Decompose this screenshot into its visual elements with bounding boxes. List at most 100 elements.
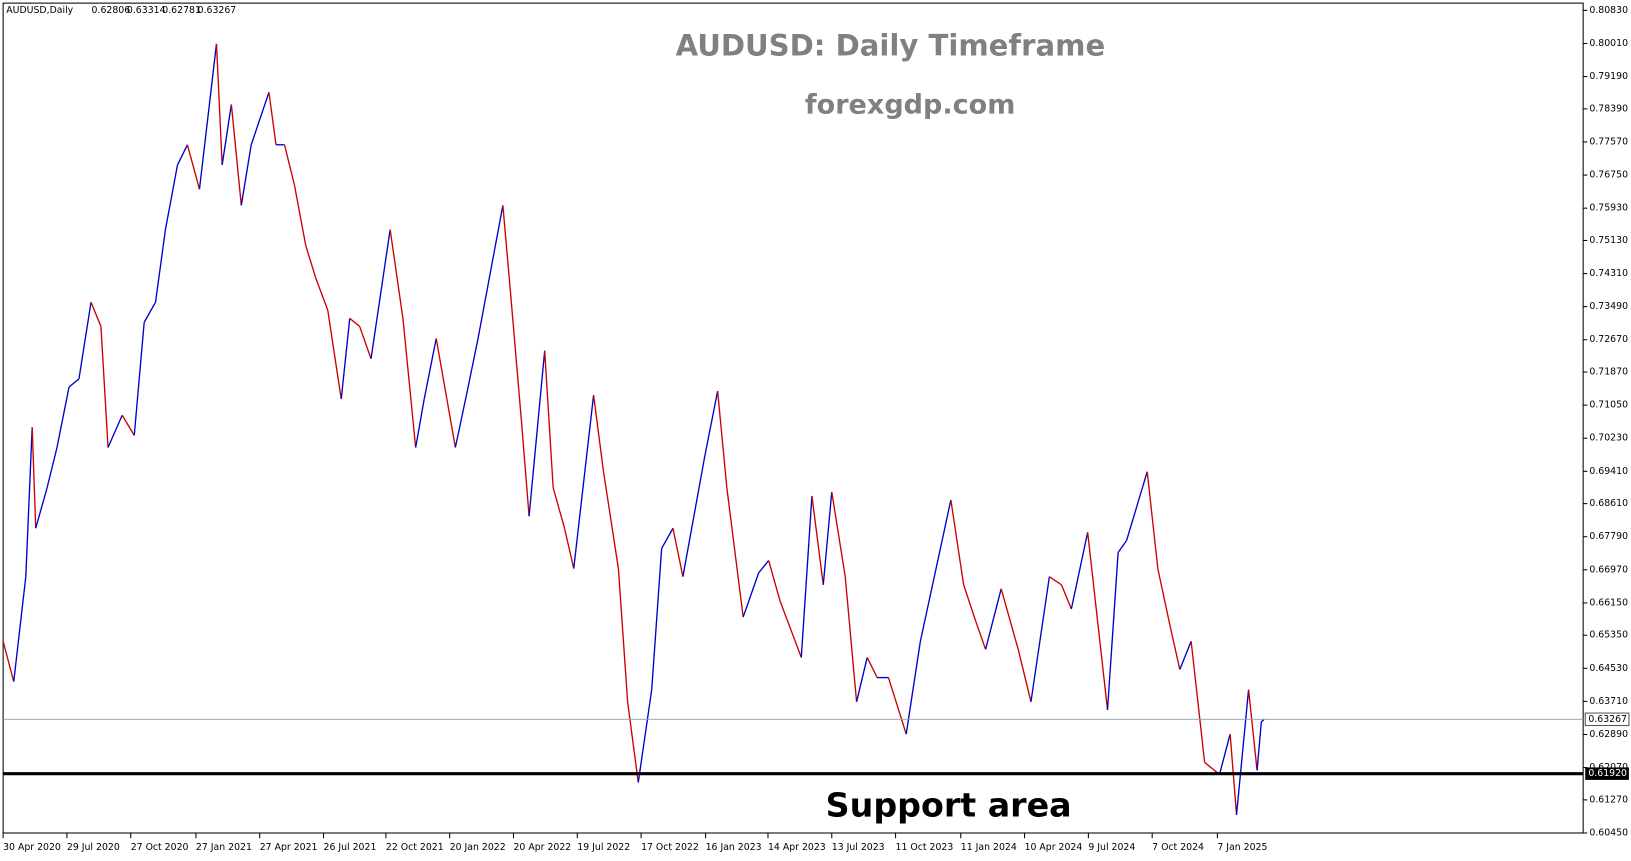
y-tick-label: 0.72670 bbox=[1589, 334, 1628, 345]
price-segment bbox=[186, 144, 201, 190]
price-segment bbox=[672, 528, 684, 577]
x-tick-label: 27 Jan 2021 bbox=[196, 842, 252, 853]
price-segment bbox=[563, 528, 575, 569]
price-segment bbox=[768, 560, 781, 602]
price-segment bbox=[423, 338, 437, 400]
price-segment bbox=[215, 43, 223, 165]
price-segment bbox=[78, 302, 92, 380]
y-tick-label: 0.79190 bbox=[1589, 71, 1628, 82]
price-segment bbox=[905, 641, 922, 735]
price-segment bbox=[626, 701, 639, 783]
x-tick-label: 10 Apr 2024 bbox=[1025, 842, 1083, 853]
y-tick-label: 0.63710 bbox=[1589, 696, 1628, 707]
y-tick-label: 0.78390 bbox=[1589, 103, 1628, 114]
x-tick-label: 17 Oct 2022 bbox=[641, 842, 699, 853]
price-segment bbox=[822, 491, 833, 585]
price-segment bbox=[1030, 576, 1051, 702]
y-tick-label: 0.80830 bbox=[1589, 5, 1628, 16]
y-tick-label: 0.75130 bbox=[1589, 235, 1628, 246]
price-segment bbox=[1106, 552, 1119, 710]
x-tick-label: 16 Jan 2023 bbox=[706, 842, 762, 853]
y-tick-label: 0.69410 bbox=[1589, 466, 1628, 477]
price-segment bbox=[305, 245, 317, 279]
price-segment bbox=[477, 205, 504, 339]
price-segment bbox=[651, 548, 663, 690]
price-segment bbox=[221, 104, 233, 166]
price-segment bbox=[90, 301, 102, 327]
price-segment bbox=[370, 229, 391, 359]
support-label: 0.61920 bbox=[1588, 768, 1627, 779]
price-segment bbox=[502, 205, 511, 287]
price-segment bbox=[107, 414, 123, 448]
price-segment bbox=[349, 317, 361, 327]
y-tick-label: 0.66970 bbox=[1589, 564, 1628, 575]
y-tick-label: 0.60450 bbox=[1589, 827, 1628, 838]
x-tick-label: 19 Jul 2022 bbox=[577, 842, 630, 853]
price-segment bbox=[637, 689, 653, 783]
price-segment bbox=[602, 471, 620, 569]
price-segment bbox=[250, 92, 270, 146]
price-segment bbox=[198, 43, 218, 190]
header-low: 0.62781 bbox=[162, 5, 201, 16]
price-segment bbox=[520, 419, 530, 517]
price-segment bbox=[268, 92, 277, 145]
price-segment bbox=[154, 229, 167, 303]
price-segment bbox=[1070, 532, 1089, 610]
price-segment bbox=[617, 568, 629, 702]
y-tick-label: 0.64530 bbox=[1589, 663, 1628, 674]
y-tick-label: 0.75930 bbox=[1589, 203, 1628, 214]
price-segment bbox=[176, 144, 189, 166]
price-segment bbox=[887, 677, 907, 735]
price-segment bbox=[1190, 641, 1206, 763]
price-segment bbox=[1049, 576, 1062, 586]
price-segment bbox=[1256, 721, 1263, 771]
y-tick-label: 0.71870 bbox=[1589, 367, 1628, 378]
price-segment bbox=[1126, 471, 1148, 541]
header-high: 0.63314 bbox=[127, 5, 166, 16]
x-tick-label: 7 Oct 2024 bbox=[1152, 842, 1204, 853]
price-segment bbox=[855, 657, 868, 702]
price-segment bbox=[164, 164, 179, 230]
x-tick-label: 11 Oct 2023 bbox=[896, 842, 954, 853]
price-segment bbox=[230, 104, 242, 206]
y-tick-label: 0.71050 bbox=[1589, 400, 1628, 411]
y-tick-label: 0.62890 bbox=[1589, 729, 1628, 740]
price-segment bbox=[435, 338, 457, 448]
header-close: 0.63267 bbox=[198, 5, 237, 16]
price-segment bbox=[25, 427, 33, 577]
y-tick-label: 0.68610 bbox=[1589, 498, 1628, 509]
support-label-box bbox=[1585, 767, 1629, 780]
chart-title: AUDUSD: Daily Timeframe bbox=[676, 29, 1106, 63]
x-tick-label: 7 Jan 2025 bbox=[1217, 842, 1267, 853]
price-segment bbox=[240, 144, 252, 206]
price-segment bbox=[415, 398, 425, 448]
x-tick-label: 13 Jul 2023 bbox=[832, 842, 885, 853]
y-tick-label: 0.74310 bbox=[1589, 268, 1628, 279]
price-segment bbox=[528, 350, 546, 517]
price-segment bbox=[56, 386, 70, 448]
y-tick-label: 0.80010 bbox=[1589, 38, 1628, 49]
x-tick-label: 26 Jul 2021 bbox=[324, 842, 377, 853]
price-segment bbox=[844, 576, 858, 702]
price-segment bbox=[402, 318, 417, 448]
price-segment bbox=[919, 499, 952, 642]
header-symbol: AUDUSD,Daily bbox=[6, 5, 73, 16]
x-tick-label: 29 Jul 2020 bbox=[67, 842, 120, 853]
price-segment bbox=[133, 322, 145, 436]
price-segment bbox=[552, 487, 566, 529]
x-tick-label: 20 Jan 2022 bbox=[450, 842, 506, 853]
y-tick-label: 0.61270 bbox=[1589, 794, 1628, 805]
price-segment bbox=[544, 350, 554, 488]
price-segment bbox=[962, 584, 977, 622]
price-segment bbox=[1179, 641, 1192, 670]
price-segment bbox=[1169, 624, 1181, 670]
x-tick-label: 22 Oct 2021 bbox=[386, 842, 444, 853]
price-segment bbox=[779, 600, 802, 658]
price-segment bbox=[13, 576, 27, 682]
price-segment bbox=[984, 588, 1002, 650]
price-segment bbox=[454, 386, 469, 448]
price-segment bbox=[950, 499, 965, 585]
y-tick-label: 0.77570 bbox=[1589, 136, 1628, 147]
price-segment bbox=[1235, 689, 1250, 815]
